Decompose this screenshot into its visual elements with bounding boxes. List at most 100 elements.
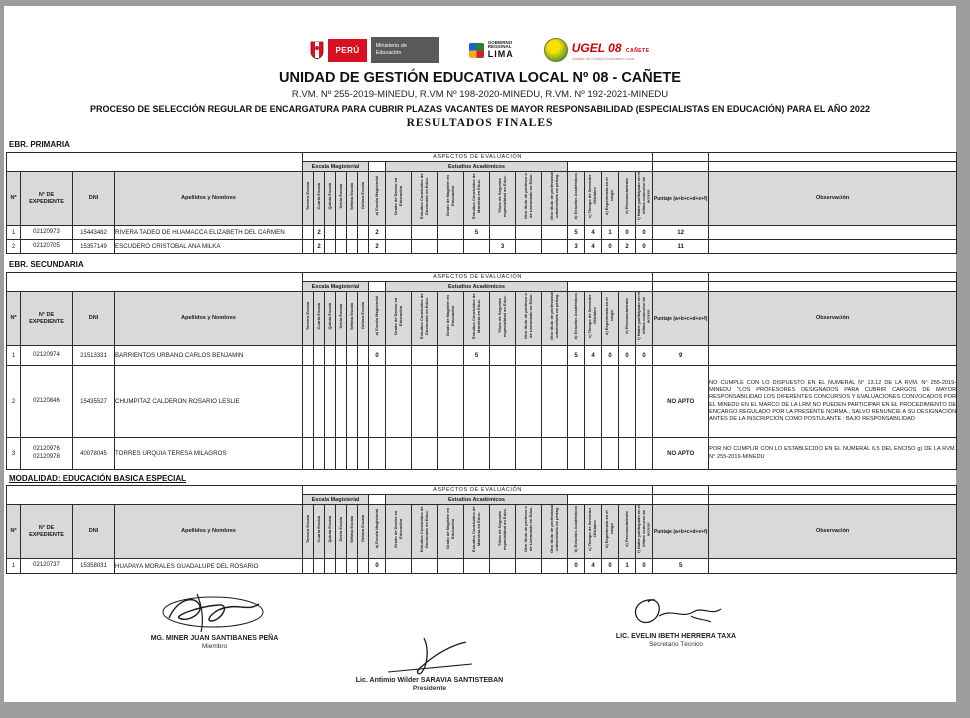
cell-estudios	[385, 239, 412, 254]
cell-nombres: RIVERA TADEO DE HUAMACCA ELIZABETH DEL C…	[114, 225, 303, 240]
cell-estudios	[515, 225, 542, 240]
results-title: RESULTADOS FINALES	[406, 117, 554, 129]
signature-scribble-icon	[162, 593, 263, 633]
cell-observacion: POR NO CUMPLIR CON LO ESTABLECIDO EN EL …	[708, 437, 958, 470]
cell-puntaje: NO APTO	[652, 365, 710, 438]
cell-summary: 0	[618, 345, 636, 366]
rotated-column-header: Sexta Escala	[335, 291, 347, 346]
cell-summary: 0	[601, 239, 619, 254]
rotated-column-header: Estudios Concluidos de Doctorado en Educ…	[411, 504, 438, 559]
cell-puntaje: 9	[652, 345, 710, 366]
cell-escala	[335, 437, 347, 470]
lima-line2: REGIONAL	[487, 44, 512, 50]
rotated-column-header: Estudios Concluidos de Maestría en Educ.	[463, 171, 490, 226]
cell-no: 3	[6, 437, 21, 470]
rotated-column-header: Grado de Doctor en Educación	[385, 504, 412, 559]
header-spacer	[652, 152, 710, 162]
cell-expediente: 02120737	[20, 558, 73, 574]
document-sheet: PERÚ Ministerio de Educación GOBIERNO RE…	[4, 6, 958, 702]
cell-escala	[335, 345, 347, 366]
cell-escala	[324, 225, 336, 240]
rotated-column-header: e) Reconocimiento	[618, 171, 636, 226]
rotated-column-header: Grado de Doctor en Educación	[385, 171, 412, 226]
table-row: 1 02120737 15358031 HUAPAYA MORALES GUADALU…	[6, 558, 958, 574]
cell-escala	[324, 437, 336, 470]
rotated-column-header: Estudios Concluidos de Doctorado en Educ…	[411, 291, 438, 346]
header-spacer	[6, 272, 303, 292]
rotated-column-header: f) Haber participado en el último concur…	[634, 504, 654, 559]
rotated-column-header: Estudios Concluidos de Maestría en Educ.	[463, 291, 490, 346]
header-spacer	[6, 485, 303, 505]
aspectos-header: ASPECTOS DE EVALUACIÓN	[301, 152, 654, 162]
cell-estudios: 5	[463, 225, 490, 240]
cell-summary: 1	[601, 225, 619, 240]
rotated-column-header: Grado de Magíster en Educación	[437, 171, 464, 226]
cell-summary	[567, 365, 585, 438]
header-spacer	[708, 485, 958, 495]
cell-summary: 5	[567, 225, 585, 240]
col-expediente: N° DE EXPEDIENTE	[20, 171, 73, 226]
cell-escala	[324, 239, 336, 254]
cell-puntaje: 12	[652, 225, 710, 240]
section-label-especial: MODALIDAD: EDUCACIÓN BASICA ESPECIAL	[9, 474, 187, 483]
cell-estudios	[437, 239, 464, 254]
cell-a: 2	[368, 225, 386, 240]
cell-estudios	[411, 365, 438, 438]
cell-summary: 0	[601, 345, 619, 366]
col-no: Nº	[6, 171, 21, 226]
rotated-column-header: Tercera Escala	[302, 291, 314, 346]
cell-escala	[313, 437, 325, 470]
section-label-primaria: EBR. PRIMARIA	[9, 140, 70, 149]
lima-line3: LIMA	[487, 49, 514, 59]
col-dni: DNI	[72, 171, 115, 226]
header-spacer	[708, 281, 958, 292]
estudios-group-header: Estudios Académicos	[385, 494, 568, 505]
cell-estudios	[515, 365, 542, 438]
ugel-emblem-icon	[543, 38, 568, 62]
cell-estudios	[489, 437, 516, 470]
cell-a	[368, 365, 386, 438]
col-nombres: Apellidos y Nombres	[114, 171, 303, 226]
col-puntaje: Puntaje (a+b+c+d+e+f)	[652, 504, 710, 559]
rotated-column-header: d) Experiencia en el cargo	[601, 504, 619, 559]
rotated-column-header: f) Haber participado en el último concur…	[634, 291, 654, 346]
cell-estudios	[437, 365, 464, 438]
cell-summary: 4	[584, 345, 602, 366]
table-row: 2 02120705 15357149 ESCUDERO CRISTOBAL ANA …	[6, 239, 958, 254]
col-dni: DNI	[72, 291, 115, 346]
header-spacer	[368, 161, 386, 172]
rotated-column-header: d) Experiencia en el cargo	[601, 291, 619, 346]
rotated-column-header: c) Tiempo de Servicios Oficiales	[584, 291, 602, 346]
cell-no: 1	[6, 558, 21, 574]
cell-estudios	[411, 558, 438, 574]
cell-summary: 0	[634, 239, 654, 254]
cell-a: 0	[368, 345, 386, 366]
cell-estudios	[437, 558, 464, 574]
cell-escala	[302, 239, 314, 254]
rotated-column-header: Sétima Escala	[346, 171, 358, 226]
cell-escala	[302, 225, 314, 240]
table-row: 2 02120846 15435527 CHUMPITAZ CALDERON ROSA…	[6, 365, 958, 438]
cell-estudios	[463, 558, 490, 574]
cell-estudios	[541, 558, 568, 574]
cell-escala	[302, 345, 314, 366]
resolutions-line: R.VM. Nº 255-2019-MINEDU, R.VM Nº 198-20…	[291, 89, 669, 100]
rotated-column-header: b) Estudios Académicos	[567, 291, 585, 346]
rotated-column-header: a) Escala Magisterial	[368, 291, 386, 346]
rotated-column-header: a) Escala Magisterial	[368, 171, 386, 226]
cell-puntaje: 5	[652, 558, 710, 574]
col-no: Nº	[6, 291, 21, 346]
rotated-column-header: Grado de Magíster en Educación	[437, 291, 464, 346]
header-spacer	[708, 161, 958, 172]
cell-summary	[567, 437, 585, 470]
cell-escala	[302, 437, 314, 470]
col-dni: DNI	[72, 504, 115, 559]
cell-escala	[335, 558, 347, 574]
header-spacer	[6, 152, 303, 172]
rotated-column-header: c) Tiempo de Servicios Oficiales	[584, 504, 602, 559]
cell-puntaje: 11	[652, 239, 710, 254]
rotated-column-header: Otro título de profesional universitario…	[541, 171, 568, 226]
header-spacer	[708, 272, 958, 282]
cell-nombres: BARRIENTOS URBANO CARLOS BENJAMIN	[114, 345, 303, 366]
